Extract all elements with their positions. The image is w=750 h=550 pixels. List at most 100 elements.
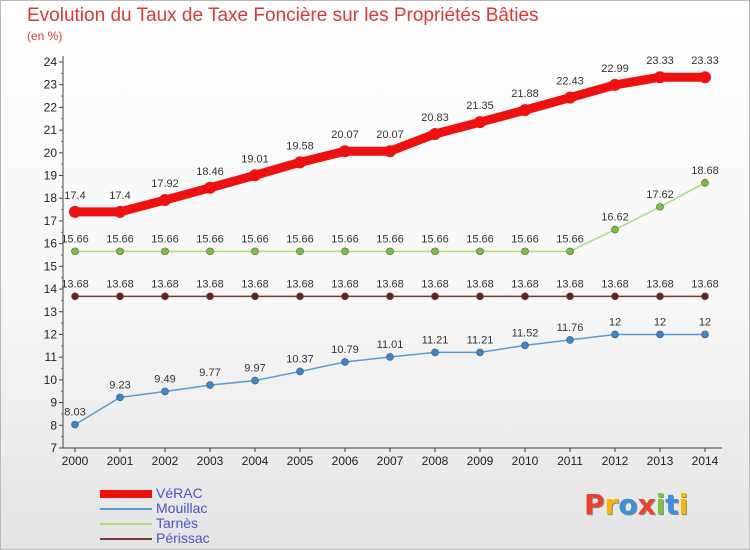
data-point (701, 292, 709, 301)
data-point (519, 104, 531, 117)
data-point (476, 292, 484, 301)
y-tick-label: 12 (44, 327, 58, 341)
data-point (611, 225, 619, 234)
y-tick-label: 21 (44, 123, 58, 137)
data-point (71, 247, 79, 256)
data-point (431, 247, 439, 256)
logo-letter: t (665, 488, 679, 521)
data-point (341, 292, 349, 301)
logo-letter: o (618, 488, 638, 521)
data-label: 17.62 (646, 189, 674, 201)
data-label: 15.66 (421, 233, 449, 245)
data-point (701, 178, 709, 187)
data-label: 9.23 (109, 379, 130, 391)
data-label: 21.35 (466, 100, 494, 112)
data-point (114, 205, 126, 218)
data-label: 18.68 (691, 165, 719, 177)
data-point (206, 292, 214, 301)
data-label: 17.4 (64, 190, 85, 202)
data-point (341, 247, 349, 256)
data-point (251, 376, 259, 385)
data-point (71, 420, 79, 429)
x-tick-label: 2007 (377, 454, 404, 468)
data-label: 15.66 (556, 233, 584, 245)
data-point (656, 292, 664, 301)
data-label: 15.66 (511, 233, 539, 245)
legend-swatch-verac (100, 490, 152, 498)
data-point (566, 336, 574, 344)
data-point (206, 247, 214, 256)
legend-swatch-perissac (100, 538, 152, 540)
data-label: 11.21 (422, 334, 449, 346)
data-point (386, 247, 394, 256)
data-point (116, 393, 124, 402)
data-point (474, 116, 486, 129)
data-point (429, 127, 441, 140)
data-label: 12 (609, 316, 621, 328)
data-point (159, 194, 171, 207)
data-label: 20.07 (331, 129, 359, 141)
legend-label-perissac: Périssac (156, 530, 210, 546)
data-point (699, 71, 711, 84)
x-tick-label: 2008 (422, 454, 449, 468)
data-point (296, 292, 304, 301)
data-label: 10.37 (286, 353, 314, 365)
data-point (656, 203, 664, 211)
chart-title: Evolution du Taux de Taxe Foncière sur l… (27, 5, 539, 26)
data-label: 12 (699, 316, 711, 328)
y-tick-label: 20 (44, 146, 58, 160)
legend-swatch-mouillac (100, 508, 152, 510)
legend-swatch-tarnes (100, 523, 152, 525)
data-label: 17.4 (109, 190, 130, 202)
data-point (386, 292, 394, 301)
data-label: 15.66 (286, 233, 314, 245)
data-label: 13.68 (286, 278, 314, 290)
data-label: 13.68 (691, 278, 719, 290)
data-label: 13.68 (151, 278, 179, 290)
data-point (71, 292, 79, 301)
data-point (251, 292, 259, 301)
x-tick-label: 2009 (467, 454, 494, 468)
data-point (386, 353, 394, 361)
data-label: 18.46 (196, 166, 224, 178)
data-label: 17.92 (151, 178, 179, 190)
data-label: 13.68 (241, 278, 269, 290)
y-tick-label: 19 (44, 169, 58, 183)
x-tick-label: 2012 (602, 454, 629, 468)
legend-label-mouillac: Mouillac (156, 500, 208, 516)
data-label: 13.68 (511, 278, 539, 290)
x-tick-label: 2005 (287, 454, 314, 468)
data-label: 19.58 (286, 140, 314, 152)
data-point (296, 367, 304, 376)
data-point (476, 348, 484, 357)
data-label: 13.68 (376, 278, 404, 290)
data-point (656, 330, 664, 339)
data-point (249, 169, 261, 182)
data-point (69, 205, 81, 218)
legend-label-tarnes: Tarnès (156, 515, 199, 531)
data-label: 9.77 (199, 367, 220, 379)
y-tick-label: 8 (50, 418, 57, 432)
data-point (161, 247, 169, 256)
logo-letter: r (604, 488, 619, 521)
y-tick-label: 7 (50, 441, 57, 455)
y-tick-label: 14 (44, 282, 58, 296)
data-point (161, 387, 169, 396)
x-tick-label: 2002 (152, 454, 179, 468)
x-tick-label: 2013 (647, 454, 674, 468)
data-label: 11.52 (512, 327, 539, 339)
data-point (161, 292, 169, 301)
y-tick-label: 17 (44, 214, 58, 228)
data-point (294, 156, 306, 169)
data-point (701, 330, 709, 339)
data-label: 13.68 (556, 278, 584, 290)
logo-letter: i (678, 488, 689, 521)
data-point (654, 71, 666, 84)
x-tick-label: 2003 (197, 454, 224, 468)
data-label: 12 (654, 316, 666, 328)
data-label: 15.66 (106, 233, 134, 245)
data-label: 13.68 (331, 278, 359, 290)
data-point (521, 292, 529, 301)
proxiti-logo: Proxiti (584, 488, 688, 521)
